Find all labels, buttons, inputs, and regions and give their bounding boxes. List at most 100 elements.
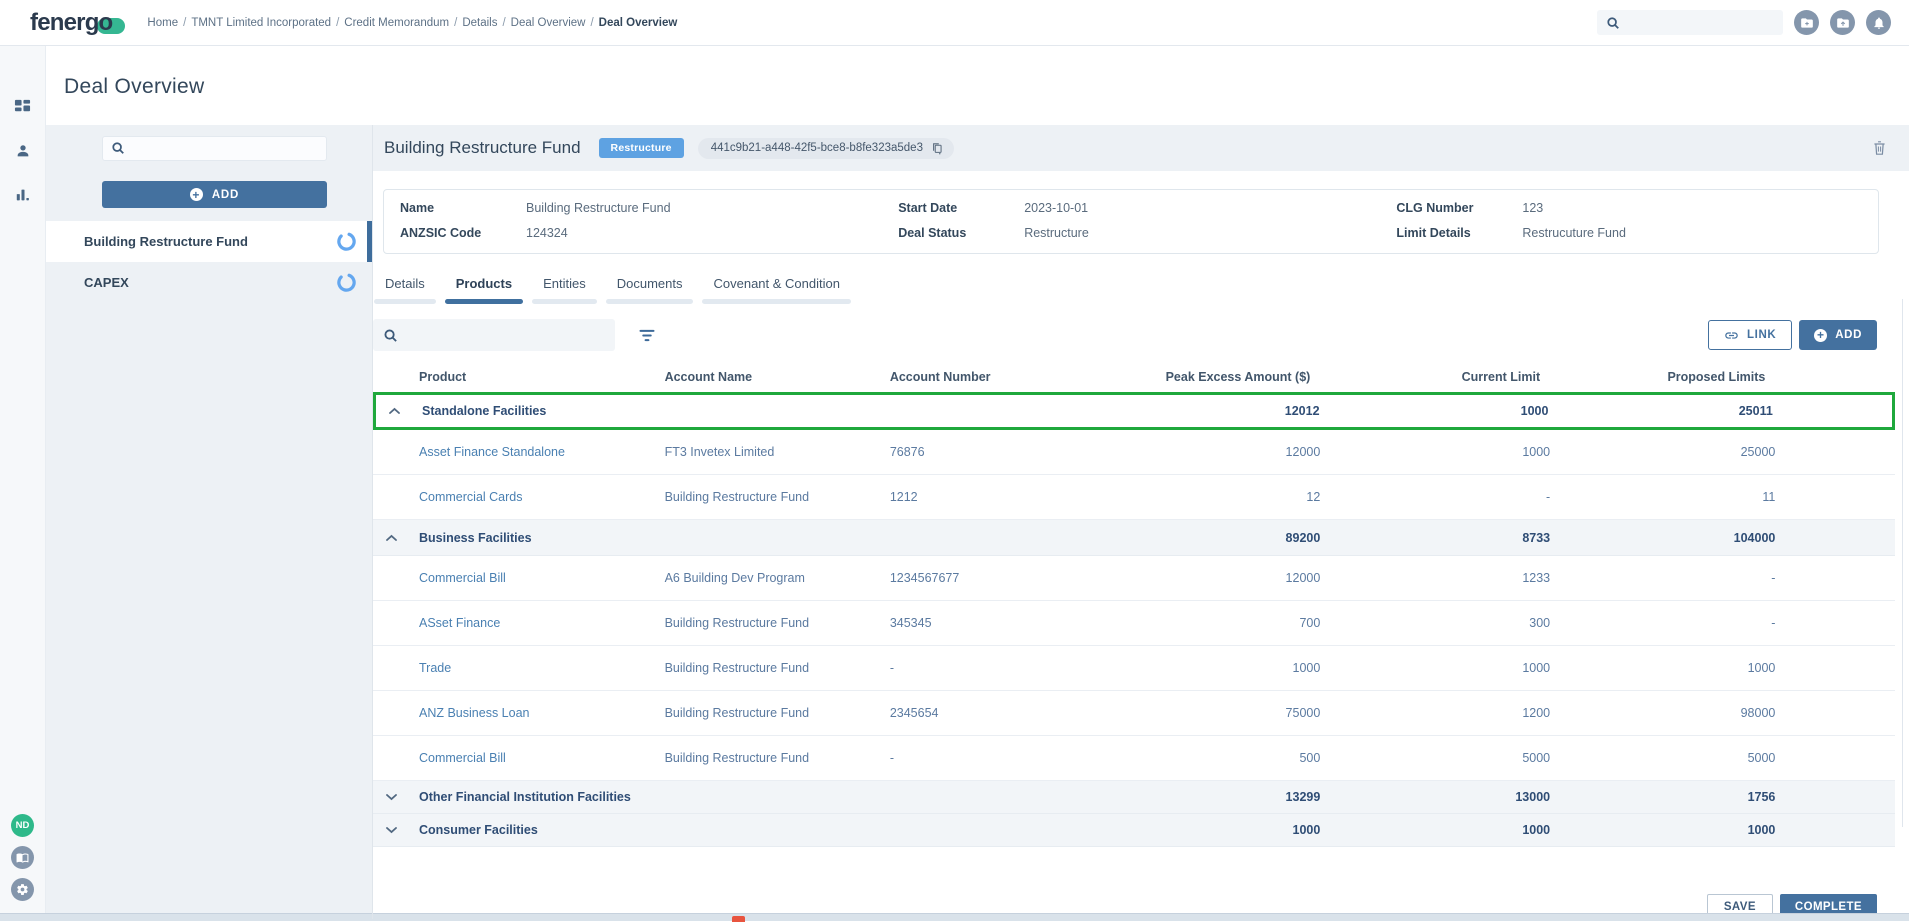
table-row[interactable]: Commercial Bill Building Restructure Fun…	[373, 736, 1895, 781]
product-name[interactable]: Commercial Cards	[419, 490, 523, 504]
tab-products[interactable]: Products	[454, 276, 514, 304]
add-folder-button[interactable]	[1794, 10, 1819, 35]
table-row[interactable]: Consumer Facilities 1000 1000 1000	[373, 814, 1895, 847]
account-number-cell: -	[880, 661, 1101, 675]
breadcrumb-item[interactable]: Home	[147, 17, 178, 29]
dashboard-nav-button[interactable]	[14, 98, 31, 115]
current-limit-cell: 5000	[1330, 751, 1560, 765]
deal-list-search[interactable]	[102, 136, 327, 161]
proposed-limits-cell: 1000	[1560, 661, 1785, 675]
copy-button[interactable]	[931, 142, 944, 155]
add-product-button[interactable]: + ADD	[1799, 320, 1877, 350]
link-product-button[interactable]: LINK	[1708, 320, 1792, 350]
tab-covenant-condition[interactable]: Covenant & Condition	[711, 276, 841, 304]
deal-list-item[interactable]: Building Restructure Fund	[46, 221, 372, 262]
proposed-limits-cell: -	[1560, 616, 1785, 630]
current-limit-cell: 1000	[1330, 404, 1559, 418]
tab-details[interactable]: Details	[383, 276, 427, 304]
account-number-cell: -	[880, 751, 1101, 765]
chevron-icon[interactable]	[386, 534, 397, 541]
account-number-cell: 1212	[880, 490, 1101, 504]
info-field-label: CLG Number	[1396, 201, 1522, 215]
tab-documents[interactable]: Documents	[615, 276, 685, 304]
delete-deal-button[interactable]	[1872, 140, 1887, 156]
breadcrumb-item[interactable]: Credit Memorandum	[344, 17, 449, 29]
table-row[interactable]: ASset Finance Building Restructure Fund …	[373, 601, 1895, 646]
fenergo-logo[interactable]: fenergo	[0, 9, 125, 37]
chevron-icon[interactable]	[386, 794, 397, 801]
global-search-input[interactable]	[1627, 16, 1774, 30]
taskbar-icon-fragment	[732, 916, 745, 922]
product-name[interactable]: Commercial Bill	[419, 571, 506, 585]
breadcrumb-item[interactable]: TMNT Limited Incorporated	[191, 17, 331, 29]
product-cell: Other Financial Institution Facilities	[373, 790, 655, 804]
product-cell: Commercial Bill	[373, 571, 655, 585]
product-name[interactable]: Business Facilities	[419, 531, 532, 545]
tab-entities[interactable]: Entities	[541, 276, 588, 304]
column-header-current-limit[interactable]: Current Limit	[1330, 370, 1560, 384]
product-name[interactable]: ASset Finance	[419, 616, 500, 630]
column-header-peak-excess[interactable]: Peak Excess Amount ($)	[1101, 370, 1331, 384]
person-icon	[15, 143, 31, 159]
deal-list-search-input[interactable]	[132, 141, 318, 155]
global-search[interactable]	[1597, 10, 1783, 35]
current-limit-cell: 1000	[1330, 823, 1560, 837]
info-field-value: Restructure	[1024, 226, 1089, 240]
peak-excess-cell: 75000	[1101, 706, 1331, 720]
products-search[interactable]	[373, 319, 615, 351]
table-row[interactable]: Business Facilities 89200 8733 104000	[373, 520, 1895, 556]
filter-button[interactable]	[639, 329, 655, 342]
chevron-icon[interactable]	[386, 827, 397, 834]
column-header-account-name[interactable]: Account Name	[655, 370, 880, 384]
info-field-value: 2023-10-01	[1024, 201, 1088, 215]
deal-list-panel: + ADD Building Restructure Fund CAPEX	[46, 171, 372, 919]
notifications-button[interactable]	[1866, 10, 1891, 35]
knowledge-base-button[interactable]	[11, 846, 34, 869]
breadcrumb-separator: /	[454, 17, 457, 29]
column-header-product[interactable]: Product	[373, 370, 655, 384]
breadcrumb-separator: /	[183, 17, 186, 29]
product-name[interactable]: Consumer Facilities	[419, 823, 538, 837]
product-name[interactable]: ANZ Business Loan	[419, 706, 529, 720]
product-name[interactable]: Trade	[419, 661, 451, 675]
product-name[interactable]: Other Financial Institution Facilities	[419, 790, 631, 804]
clients-nav-button[interactable]	[15, 143, 31, 159]
product-name[interactable]: Commercial Bill	[419, 751, 506, 765]
peak-excess-cell: 12000	[1101, 445, 1331, 459]
info-field: Start Date 2023-10-01	[898, 201, 1396, 215]
add-deal-button[interactable]: + ADD	[102, 181, 327, 208]
product-name[interactable]: Asset Finance Standalone	[419, 445, 565, 459]
table-row[interactable]: Commercial Cards Building Restructure Fu…	[373, 475, 1895, 520]
current-limit-cell: 1000	[1330, 661, 1560, 675]
product-cell: Commercial Cards	[373, 490, 655, 504]
account-number-cell: 345345	[880, 616, 1101, 630]
proposed-limits-cell: 25011	[1558, 404, 1782, 418]
table-row[interactable]: Other Financial Institution Facilities 1…	[373, 781, 1895, 814]
settings-button[interactable]	[11, 878, 34, 901]
info-field-value: Building Restructure Fund	[526, 201, 671, 215]
user-avatar[interactable]: ND	[11, 814, 34, 837]
product-name[interactable]: Standalone Facilities	[422, 404, 546, 418]
table-row[interactable]: Trade Building Restructure Fund - 1000 1…	[373, 646, 1895, 691]
deal-list-item[interactable]: CAPEX	[46, 262, 372, 303]
tab-label: Products	[454, 276, 514, 291]
table-row[interactable]: Standalone Facilities 12012 1000 25011	[373, 392, 1895, 430]
tab-underline	[445, 299, 523, 304]
table-row[interactable]: Commercial Bill A6 Building Dev Program …	[373, 556, 1895, 601]
chevron-icon[interactable]	[389, 408, 400, 415]
column-header-account-number[interactable]: Account Number	[880, 370, 1101, 384]
products-search-input[interactable]	[406, 328, 605, 342]
breadcrumb-item[interactable]: Details	[462, 17, 497, 29]
table-row[interactable]: ANZ Business Loan Building Restructure F…	[373, 691, 1895, 736]
breadcrumb-item[interactable]: Deal Overview	[511, 17, 586, 29]
peak-excess-cell: 700	[1101, 616, 1331, 630]
proposed-limits-cell: 25000	[1560, 445, 1785, 459]
account-name-cell: Building Restructure Fund	[655, 616, 880, 630]
upload-folder-button[interactable]	[1830, 10, 1855, 35]
rail-bottom: ND	[0, 814, 45, 901]
table-row[interactable]: Asset Finance Standalone FT3 Invetex Lim…	[373, 430, 1895, 475]
proposed-limits-cell: 1756	[1560, 790, 1785, 804]
reports-nav-button[interactable]	[15, 187, 31, 203]
account-name-cell: Building Restructure Fund	[655, 490, 880, 504]
column-header-proposed-limits[interactable]: Proposed Limits	[1560, 370, 1785, 384]
